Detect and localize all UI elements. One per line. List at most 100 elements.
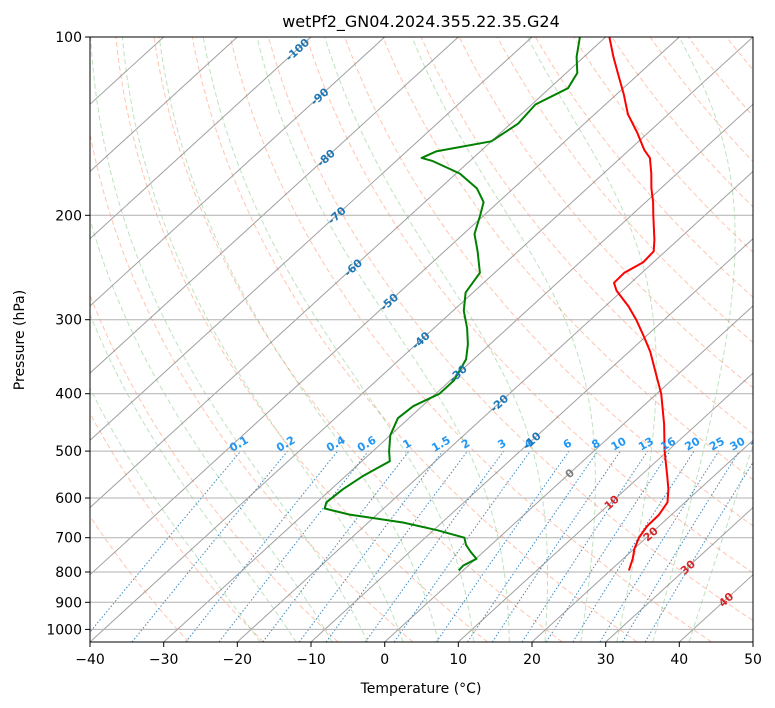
y-axis-label: Pressure (hPa) xyxy=(12,290,28,390)
dry-adiabat xyxy=(535,37,753,298)
dry-adiabat xyxy=(382,37,753,481)
mixing-ratio-line xyxy=(467,450,599,642)
y-tick-label: 700 xyxy=(55,531,82,547)
y-tick-label: 800 xyxy=(55,565,82,581)
mixing-ratio-line xyxy=(393,450,531,642)
isotherm-line xyxy=(90,37,312,240)
mixing-ratio-line xyxy=(621,450,740,642)
dry-adiabat xyxy=(90,293,339,642)
dry-adiabat xyxy=(649,37,753,163)
mixing-ratio-lines xyxy=(90,450,753,642)
isotherm-line xyxy=(90,37,238,173)
x-tick-label: −20 xyxy=(223,652,253,668)
x-tick-label: 30 xyxy=(597,652,615,668)
mixing-ratio-line xyxy=(325,450,468,642)
moist-adiabats xyxy=(90,37,753,642)
y-tick-label: 500 xyxy=(55,444,82,460)
isotherm-line xyxy=(531,439,753,642)
isotherm-line xyxy=(605,506,753,642)
x-axis-label: Temperature (°C) xyxy=(360,681,482,697)
y-tick-label: 100 xyxy=(55,30,82,46)
dry-adiabat xyxy=(268,37,753,622)
x-tick-label: 50 xyxy=(744,652,762,668)
isotherm-line xyxy=(90,37,533,442)
isotherm-lines xyxy=(90,37,753,642)
x-tick-label: −30 xyxy=(149,652,179,668)
y-tick-label: 300 xyxy=(55,313,82,329)
y-tick-label: 400 xyxy=(55,387,82,403)
y-axis-ticks: 1000 900 800 700 600 500 400 300 200 100 xyxy=(46,30,90,638)
y-tick-label: 200 xyxy=(55,208,82,224)
x-tick-label: 40 xyxy=(670,652,688,668)
x-axis-ticks: −40 −30 −20 −10 0 10 20 30 40 50 xyxy=(75,642,762,668)
y-tick-label: 1000 xyxy=(46,622,82,638)
moist-adiabat xyxy=(121,37,404,642)
moist-adiabat xyxy=(256,37,510,642)
isotherm-line xyxy=(90,37,607,509)
dry-adiabat xyxy=(90,131,414,642)
dry-adiabat xyxy=(229,37,712,642)
moist-adiabat xyxy=(90,37,369,642)
sounding-profiles xyxy=(323,37,670,572)
moist-adiabat xyxy=(202,37,475,642)
dry-adiabat xyxy=(496,37,753,344)
mixing-ratio-line xyxy=(131,450,288,642)
moist-adiabat xyxy=(90,313,297,642)
mixing-ratio-line xyxy=(298,450,444,642)
mixing-ratio-label: 8 xyxy=(589,437,602,452)
y-tick-label: 600 xyxy=(55,491,82,507)
moist-adiabat xyxy=(90,217,333,642)
isotherm-line xyxy=(90,37,386,307)
isotherm-line xyxy=(384,305,753,642)
mixing-ratio-label: 6 xyxy=(561,436,574,451)
isotherm-line xyxy=(90,37,680,576)
dry-adiabat xyxy=(90,412,264,642)
dry-adiabat xyxy=(344,37,753,527)
isotherm-line xyxy=(236,170,753,642)
x-tick-label: −40 xyxy=(75,652,105,668)
moist-adiabat xyxy=(652,37,736,642)
plot-area: 0.1 0.2 0.4 0.6 1 1.5 2 3 4 6 8 10 13 16 20 25 30 36 -100… xyxy=(90,37,775,642)
mixing-ratio-line xyxy=(521,450,649,642)
x-tick-label: 0 xyxy=(380,652,389,668)
x-tick-label: 10 xyxy=(449,652,467,668)
mixing-ratio-line xyxy=(364,450,505,642)
mixing-ratio-label: 3 xyxy=(495,437,508,452)
dry-adiabat xyxy=(726,37,753,71)
dry-adiabat xyxy=(687,37,753,117)
dry-adiabat xyxy=(115,37,488,642)
mixing-ratio-line xyxy=(435,450,570,642)
isotherm-line xyxy=(90,37,753,642)
dry-adiabat xyxy=(458,37,753,389)
plot-frame xyxy=(89,36,754,643)
dewpoint-profile xyxy=(323,37,581,572)
mixing-ratio-line xyxy=(90,450,242,633)
chart-title: wetPf2_GN04.2024.355.22.35.G24 xyxy=(282,12,560,32)
isotherm-line xyxy=(752,641,753,642)
moist-adiabat xyxy=(324,37,549,642)
temperature-profile xyxy=(608,37,670,571)
mixing-ratio-label: 2 xyxy=(459,437,472,452)
dry-adiabat xyxy=(611,37,753,208)
mixing-ratio-line xyxy=(572,450,695,642)
mixing-ratio-line xyxy=(218,450,369,642)
dry-adiabat xyxy=(90,515,190,642)
moist-adiabat xyxy=(158,37,439,642)
x-tick-label: −10 xyxy=(296,652,326,668)
mixing-ratio-line xyxy=(491,450,621,642)
dry-adiabat xyxy=(191,37,638,642)
dry-adiabat xyxy=(306,37,753,574)
x-tick-label: 20 xyxy=(523,652,541,668)
dry-adiabat xyxy=(765,37,775,642)
mixing-ratio-label: 36 xyxy=(748,434,768,453)
mixing-ratio-line xyxy=(185,450,338,642)
isotherm-line xyxy=(310,237,753,642)
mixing-ratio-line xyxy=(599,450,720,642)
moist-adiabat xyxy=(411,37,596,642)
isotherm-line xyxy=(457,372,753,642)
isotherm-line xyxy=(90,37,459,374)
mixing-ratio-line xyxy=(545,450,671,642)
dry-adiabat xyxy=(573,37,753,253)
